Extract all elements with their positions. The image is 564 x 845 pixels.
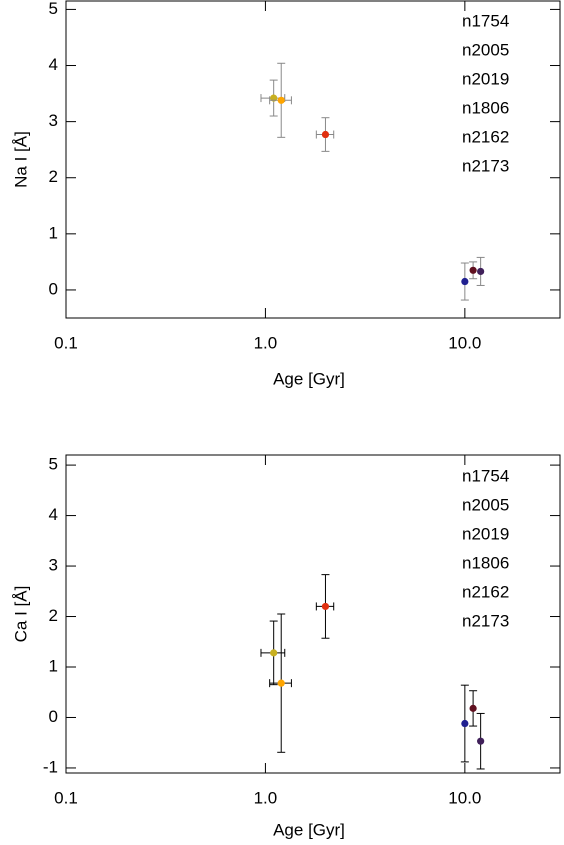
data-point (270, 649, 278, 657)
plot-frame (65, 0, 561, 319)
x-tick-label: 1.0 (254, 333, 278, 352)
data-point (461, 277, 469, 286)
legend-entry: n2019 (462, 524, 509, 543)
data-point (321, 130, 330, 139)
y-tick-label: 3 (49, 111, 58, 130)
y-tick-label: 5 (49, 455, 58, 474)
data-point (469, 266, 477, 274)
y-axis-label: Na I [Å] (11, 131, 30, 188)
y-tick-label: 5 (49, 0, 58, 18)
y-tick-label: 3 (49, 556, 58, 575)
x-tick-label: 0.1 (54, 788, 78, 807)
legend-entry: n1754 (462, 11, 509, 30)
x-axis-label: Age [Gyr] (273, 369, 345, 388)
legend-entry: n2019 (462, 69, 509, 88)
plot-frame (65, 454, 561, 774)
data-point (477, 267, 485, 276)
y-tick-label: 2 (49, 167, 58, 186)
data-point (461, 719, 469, 728)
data-point (277, 96, 285, 104)
y-tick-label: 0 (49, 707, 58, 726)
y-tick-label: 4 (49, 505, 58, 524)
x-tick-label: 1.0 (254, 788, 278, 807)
legend-entry: n2162 (462, 127, 509, 146)
y-tick-label: -1 (43, 757, 58, 776)
x-tick-label: 10.0 (448, 333, 481, 352)
y-tick-label: 1 (49, 223, 58, 242)
legend-entry: n1806 (462, 553, 509, 572)
legend-entry: n2173 (462, 156, 509, 175)
legend-entry: n2173 (462, 611, 509, 630)
data-point (277, 679, 285, 687)
x-axis-label: Age [Gyr] (273, 820, 345, 839)
y-axis-label: Ca I [Å] (11, 586, 30, 643)
data-point (321, 602, 330, 611)
y-tick-label: 1 (49, 656, 58, 675)
data-point (469, 704, 477, 712)
legend-entry: n2162 (462, 582, 509, 601)
legend-entry: n2005 (462, 495, 509, 514)
legend-entry: n2005 (462, 40, 509, 59)
legend-entry: n1806 (462, 98, 509, 117)
y-tick-label: 4 (49, 55, 58, 74)
x-tick-label: 0.1 (54, 333, 78, 352)
data-point (477, 737, 485, 745)
y-tick-label: 0 (49, 279, 58, 298)
y-tick-label: 2 (49, 606, 58, 625)
x-tick-label: 10.0 (448, 788, 481, 807)
legend-entry: n1754 (462, 466, 509, 485)
